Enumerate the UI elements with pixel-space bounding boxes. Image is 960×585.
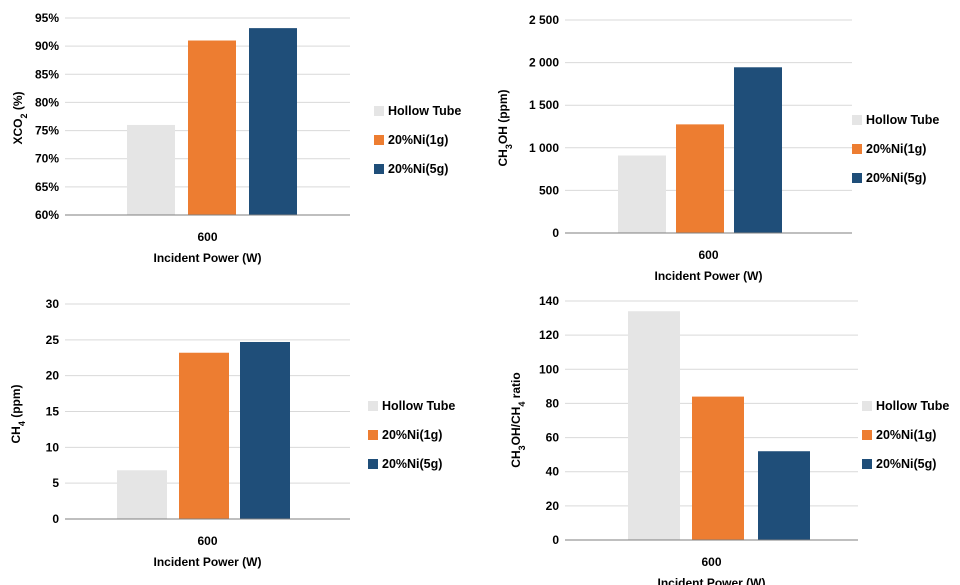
legend-swatch: [368, 459, 378, 469]
legend-label: 20%Ni(1g): [876, 428, 936, 442]
bar-hollow-tube: [618, 155, 666, 233]
legend-swatch: [374, 164, 384, 174]
y-tick-label: 40: [546, 465, 560, 479]
y-tick-label: 85%: [35, 67, 59, 81]
x-axis-title: Incident Power (W): [154, 555, 262, 569]
y-tick-label: 75%: [35, 124, 59, 138]
y-tick-label: 120: [539, 328, 559, 342]
y-tick-label: 5: [52, 476, 59, 490]
legend-swatch: [852, 144, 862, 154]
y-tick-label: 2 000: [529, 56, 559, 70]
legend-swatch: [862, 430, 872, 440]
x-category-label: 600: [698, 248, 718, 262]
y-tick-label: 90%: [35, 39, 59, 53]
legend-swatch: [862, 401, 872, 411]
legend-swatch: [862, 459, 872, 469]
y-tick-label: 65%: [35, 180, 59, 194]
y-tick-label: 500: [539, 183, 559, 197]
legend-label: Hollow Tube: [876, 399, 949, 413]
y-axis-title: CH3OH/CH4 ratio: [509, 372, 527, 467]
bar-20-ni-5g-: [758, 451, 810, 540]
legend-swatch: [374, 106, 384, 116]
bar-20-ni-1g-: [692, 396, 744, 540]
y-axis-title: CH3OH (ppm): [496, 89, 514, 166]
x-category-label: 600: [197, 230, 217, 244]
y-axis-title: CH4 (ppm): [9, 384, 27, 443]
y-tick-label: 80%: [35, 95, 59, 109]
bar-20-ni-5g-: [240, 341, 290, 519]
legend-label: 20%Ni(5g): [382, 457, 442, 471]
legend-label: Hollow Tube: [382, 399, 455, 413]
y-tick-label: 10: [46, 440, 60, 454]
y-axis-title: XCO2 (%): [11, 91, 29, 144]
y-tick-label: 25: [46, 333, 60, 347]
y-tick-label: 0: [552, 533, 559, 547]
bar-hollow-tube: [628, 311, 680, 540]
legend-label: 20%Ni(5g): [388, 162, 448, 176]
chart-2: 0 500 1 000 1 500 2 000 2 500 600 Incident Powe…: [496, 13, 939, 283]
y-tick-label: 1 000: [529, 141, 559, 155]
legend-label: 20%Ni(1g): [382, 428, 442, 442]
y-tick-label: 30: [46, 297, 60, 311]
x-axis-title: Incident Power (W): [655, 269, 763, 283]
y-tick-label: 100: [539, 362, 559, 376]
legend-label: 20%Ni(1g): [866, 142, 926, 156]
x-axis-title: Incident Power (W): [154, 251, 262, 265]
bar-20-ni-1g-: [179, 352, 229, 519]
bar-20-ni-1g-: [188, 40, 236, 216]
x-category-label: 600: [197, 534, 217, 548]
x-axis-title: Incident Power (W): [658, 576, 766, 585]
chart-4: 0 20 40 60 80 100 120 140 600 Incident Power (W) C…: [509, 294, 949, 585]
y-tick-label: 60: [546, 431, 560, 445]
y-tick-label: 60%: [35, 208, 59, 222]
bar-hollow-tube: [127, 124, 175, 215]
y-tick-label: 140: [539, 294, 559, 308]
y-tick-label: 70%: [35, 152, 59, 166]
x-category-label: 600: [701, 555, 721, 569]
legend-label: 20%Ni(5g): [866, 171, 926, 185]
y-tick-label: 0: [52, 512, 59, 526]
y-tick-label: 80: [546, 396, 560, 410]
legend-swatch: [374, 135, 384, 145]
bar-20-ni-1g-: [676, 124, 724, 233]
y-tick-label: 2 500: [529, 13, 559, 27]
legend-label: Hollow Tube: [388, 104, 461, 118]
legend-swatch: [852, 115, 862, 125]
y-tick-label: 20: [46, 369, 60, 383]
y-tick-label: 15: [46, 405, 60, 419]
y-tick-label: 95%: [35, 11, 59, 25]
bar-hollow-tube: [117, 470, 167, 519]
chart-3: 0 5 10 15 20 25 30 600 Incident Power (W) CH4 (pp…: [9, 297, 455, 569]
legend-swatch: [368, 401, 378, 411]
y-tick-label: 0: [552, 226, 559, 240]
legend-label: 20%Ni(5g): [876, 457, 936, 471]
legend-swatch: [368, 430, 378, 440]
bar-20-ni-5g-: [249, 28, 297, 216]
legend-label: 20%Ni(1g): [388, 133, 448, 147]
legend-swatch: [852, 173, 862, 183]
chart-1: 60% 65% 70% 75% 80% 85% 90% 95% 600 Incident Powe…: [11, 11, 461, 265]
bar-20-ni-5g-: [734, 67, 782, 233]
y-tick-label: 20: [546, 499, 560, 513]
y-tick-label: 1 500: [529, 98, 559, 112]
legend-label: Hollow Tube: [866, 113, 939, 127]
